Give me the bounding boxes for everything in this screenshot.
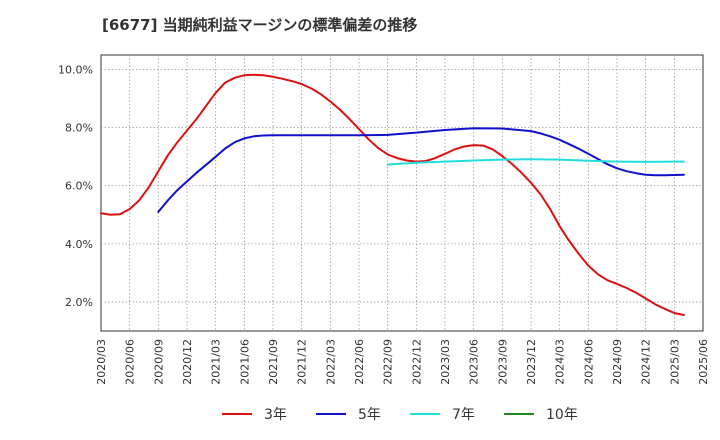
x-tick-label: 2023/09 [496,339,509,385]
x-tick-label: 2023/03 [439,339,452,385]
series-line-7年 [386,158,685,166]
x-tick-label: 2024/03 [554,339,567,385]
x-tick-label: 2023/12 [525,339,538,385]
y-tick-label: 10.0% [58,64,93,77]
plot-area [100,54,704,332]
series-line-5年 [157,127,685,213]
y-tick-label: 2.0% [65,296,93,309]
x-tick-label: 2025/03 [668,339,681,385]
x-tick-label: 2022/06 [353,339,366,385]
x-tick-label: 2025/06 [697,339,710,385]
x-tick-label: 2024/06 [582,339,595,385]
legend-label-5年: 5年 [358,407,381,423]
x-tick-label: 2021/06 [238,339,251,385]
x-tick-label: 2022/12 [410,339,423,385]
y-tick-label: 8.0% [65,122,93,135]
y-tick-label: 4.0% [65,238,93,251]
legend-label-7年: 7年 [452,407,475,423]
x-tick-label: 2022/03 [324,339,337,385]
y-tick-label: 6.0% [65,180,93,193]
legend-label-10年: 10年 [546,407,578,423]
x-tick-label: 2020/06 [124,339,137,385]
legend-label-3年: 3年 [264,407,287,423]
series-line-3年 [100,73,685,316]
axes: 2020/03 2020/06 2020/09 2020/12 2021/03 2021/… [58,64,710,385]
series-group [100,73,685,316]
x-tick-label: 2022/09 [382,339,395,385]
x-tick-label: 2020/12 [181,339,194,385]
grid [100,54,704,332]
x-tick-label: 2024/12 [640,339,653,385]
x-tick-label: 2021/09 [267,339,280,385]
x-tick-label: 2020/09 [152,339,165,385]
x-tick-label: 2021/03 [210,339,223,385]
x-tick-label: 2024/09 [611,339,624,385]
x-tick-label: 2020/03 [95,339,108,385]
x-tick-label: 2021/12 [296,339,309,385]
legend: 3年 5年 7年 10年 [222,407,578,423]
x-tick-label: 2023/06 [468,339,481,385]
chart-title: [6677] 当期純利益マージンの標準偏差の推移 [102,16,417,34]
